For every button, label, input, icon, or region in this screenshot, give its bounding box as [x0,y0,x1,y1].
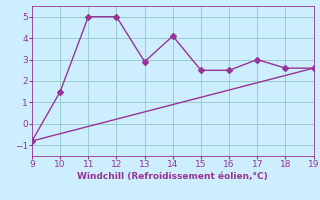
X-axis label: Windchill (Refroidissement éolien,°C): Windchill (Refroidissement éolien,°C) [77,172,268,181]
